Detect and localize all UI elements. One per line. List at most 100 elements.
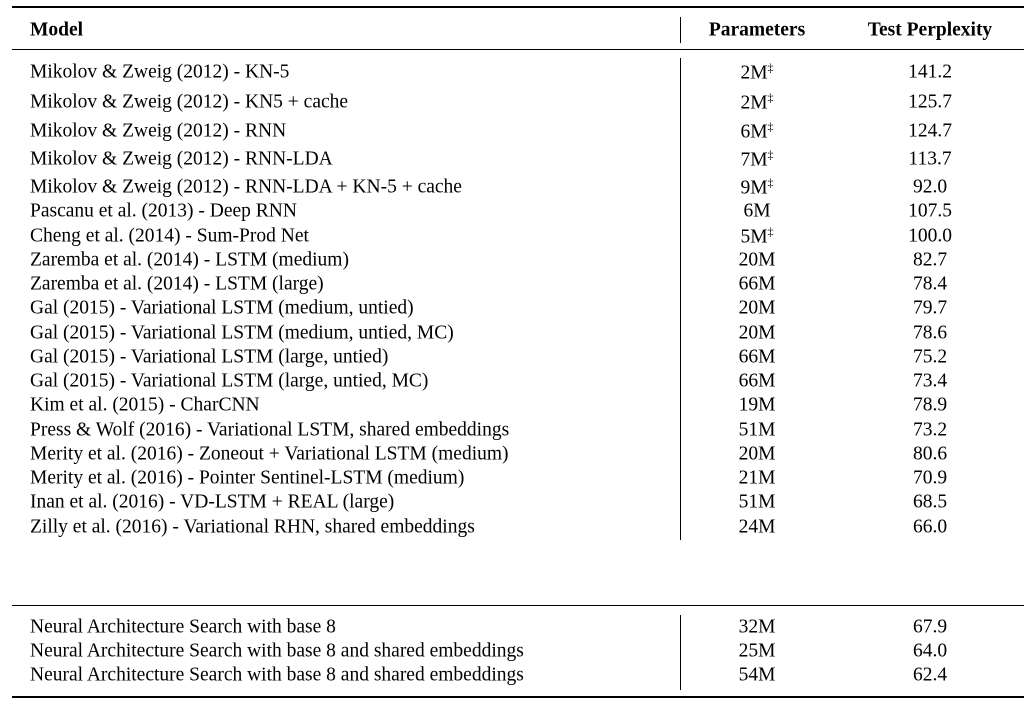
model-cell: Mikolov & Zweig (2012) - RNN	[30, 120, 287, 142]
model-cell: Gal (2015) - Variational LSTM (large, un…	[30, 370, 429, 392]
model-cell: Mikolov & Zweig (2012) - RNN-LDA + KN-5 …	[30, 176, 462, 198]
parameters-value: 20M	[738, 322, 776, 344]
footnote-mark: ‡	[767, 147, 774, 162]
parameters-value: 25M	[738, 640, 776, 662]
model-cell: Merity et al. (2016) - Pointer Sentinel-…	[30, 467, 465, 489]
perplexity-cell: 78.9	[912, 394, 948, 416]
parameters-cell: 20M	[739, 444, 776, 464]
parameters-cell: 51M	[739, 420, 776, 440]
model-cell: Press & Wolf (2016) - Variational LSTM, …	[30, 419, 510, 441]
column-divider	[680, 615, 681, 690]
model-cell: Pascanu et al. (2013) - Deep RNN	[30, 200, 297, 222]
footnote-mark: ‡	[767, 90, 774, 105]
parameters-value: 66M	[738, 273, 776, 295]
parameters-value: 32M	[738, 616, 776, 638]
parameters-value: 2M	[740, 62, 768, 84]
parameters-cell: 21M	[739, 468, 776, 488]
model-cell: Gal (2015) - Variational LSTM (medium, u…	[30, 297, 414, 319]
header-cell: Model	[30, 19, 84, 41]
parameters-cell: 19M	[739, 395, 776, 415]
parameters-cell: 9M‡	[740, 176, 773, 198]
parameters-value: 6M	[740, 121, 768, 143]
model-cell: Neural Architecture Search with base 8 a…	[30, 664, 524, 686]
parameters-cell: 51M	[739, 492, 776, 512]
model-cell: Zaremba et al. (2014) - LSTM (medium)	[30, 249, 349, 271]
parameters-cell: 2M‡	[740, 91, 773, 113]
perplexity-cell: 73.2	[912, 419, 948, 441]
parameters-value: 7M	[740, 149, 768, 171]
model-cell: Gal (2015) - Variational LSTM (medium, u…	[30, 322, 454, 344]
model-cell: Zilly et al. (2016) - Variational RHN, s…	[30, 516, 475, 538]
parameters-cell: 6M‡	[740, 120, 773, 142]
column-divider	[680, 58, 681, 540]
model-cell: Zaremba et al. (2014) - LSTM (large)	[30, 273, 324, 295]
parameters-value: 20M	[738, 249, 776, 271]
footnote-mark: ‡	[767, 175, 774, 190]
parameters-cell: 25M	[739, 641, 776, 661]
header-cell: Parameters	[708, 19, 806, 41]
parameters-value: 20M	[738, 297, 776, 319]
perplexity-cell: 67.9	[912, 616, 948, 638]
header-rule	[12, 49, 1024, 50]
parameters-cell: 6M	[743, 201, 770, 221]
parameters-value: 24M	[738, 516, 776, 538]
model-cell: Mikolov & Zweig (2012) - RNN-LDA	[30, 148, 333, 170]
footnote-mark: ‡	[767, 119, 774, 134]
perplexity-cell: 68.5	[912, 491, 948, 513]
parameters-cell: 32M	[739, 617, 776, 637]
parameters-cell: 20M	[739, 298, 776, 318]
parameters-value: 66M	[738, 346, 776, 368]
parameters-value: 19M	[738, 394, 776, 416]
model-cell: Merity et al. (2016) - Zoneout + Variati…	[30, 443, 509, 465]
perplexity-cell: 113.7	[908, 148, 952, 170]
bottom-rule	[12, 696, 1024, 698]
perplexity-cell: 141.2	[908, 61, 952, 83]
parameters-cell: 2M‡	[740, 61, 773, 83]
header-cell: Test Perplexity	[867, 19, 993, 41]
model-cell: Neural Architecture Search with base 8	[30, 616, 336, 638]
perplexity-cell: 82.7	[912, 249, 948, 271]
parameters-value: 2M	[740, 92, 768, 114]
parameters-cell: 66M	[739, 347, 776, 367]
model-cell: Mikolov & Zweig (2012) - KN5 + cache	[30, 91, 349, 113]
model-cell: Neural Architecture Search with base 8 a…	[30, 640, 524, 662]
perplexity-cell: 73.4	[912, 370, 948, 392]
parameters-value: 5M	[740, 226, 768, 248]
footnote-mark: ‡	[767, 224, 774, 239]
parameters-value: 21M	[738, 467, 776, 489]
parameters-value: 51M	[738, 491, 776, 513]
perplexity-cell: 78.4	[912, 273, 948, 295]
parameters-value: 66M	[738, 370, 776, 392]
parameters-value: 54M	[738, 664, 776, 686]
parameters-cell: 7M‡	[740, 148, 773, 170]
parameters-cell: 54M	[739, 665, 776, 685]
model-cell: Inan et al. (2016) - VD-LSTM + REAL (lar…	[30, 491, 395, 513]
model-cell: Cheng et al. (2014) - Sum-Prod Net	[30, 225, 309, 247]
parameters-value: 51M	[738, 419, 776, 441]
top-rule	[12, 6, 1024, 8]
group-rule	[12, 605, 1024, 606]
perplexity-cell: 92.0	[912, 176, 948, 198]
perplexity-cell: 80.6	[912, 443, 948, 465]
parameters-cell: 5M‡	[740, 225, 773, 247]
parameters-cell: 20M	[739, 323, 776, 343]
parameters-value: 20M	[738, 443, 776, 465]
perplexity-cell: 70.9	[912, 467, 948, 489]
parameters-cell: 20M	[739, 250, 776, 270]
perplexity-cell: 107.5	[908, 200, 952, 222]
perplexity-cell: 79.7	[912, 297, 948, 319]
model-cell: Kim et al. (2015) - CharCNN	[30, 394, 260, 416]
parameters-value: 9M	[740, 177, 768, 199]
perplexity-cell: 75.2	[912, 346, 948, 368]
parameters-cell: 66M	[739, 371, 776, 391]
parameters-value: 6M	[743, 200, 771, 222]
column-divider	[680, 17, 681, 43]
model-cell: Gal (2015) - Variational LSTM (large, un…	[30, 346, 389, 368]
perplexity-cell: 125.7	[908, 91, 952, 113]
parameters-cell: 66M	[739, 274, 776, 294]
perplexity-cell: 66.0	[912, 516, 948, 538]
perplexity-cell: 78.6	[912, 322, 948, 344]
footnote-mark: ‡	[767, 60, 774, 75]
perplexity-cell: 62.4	[912, 664, 948, 686]
